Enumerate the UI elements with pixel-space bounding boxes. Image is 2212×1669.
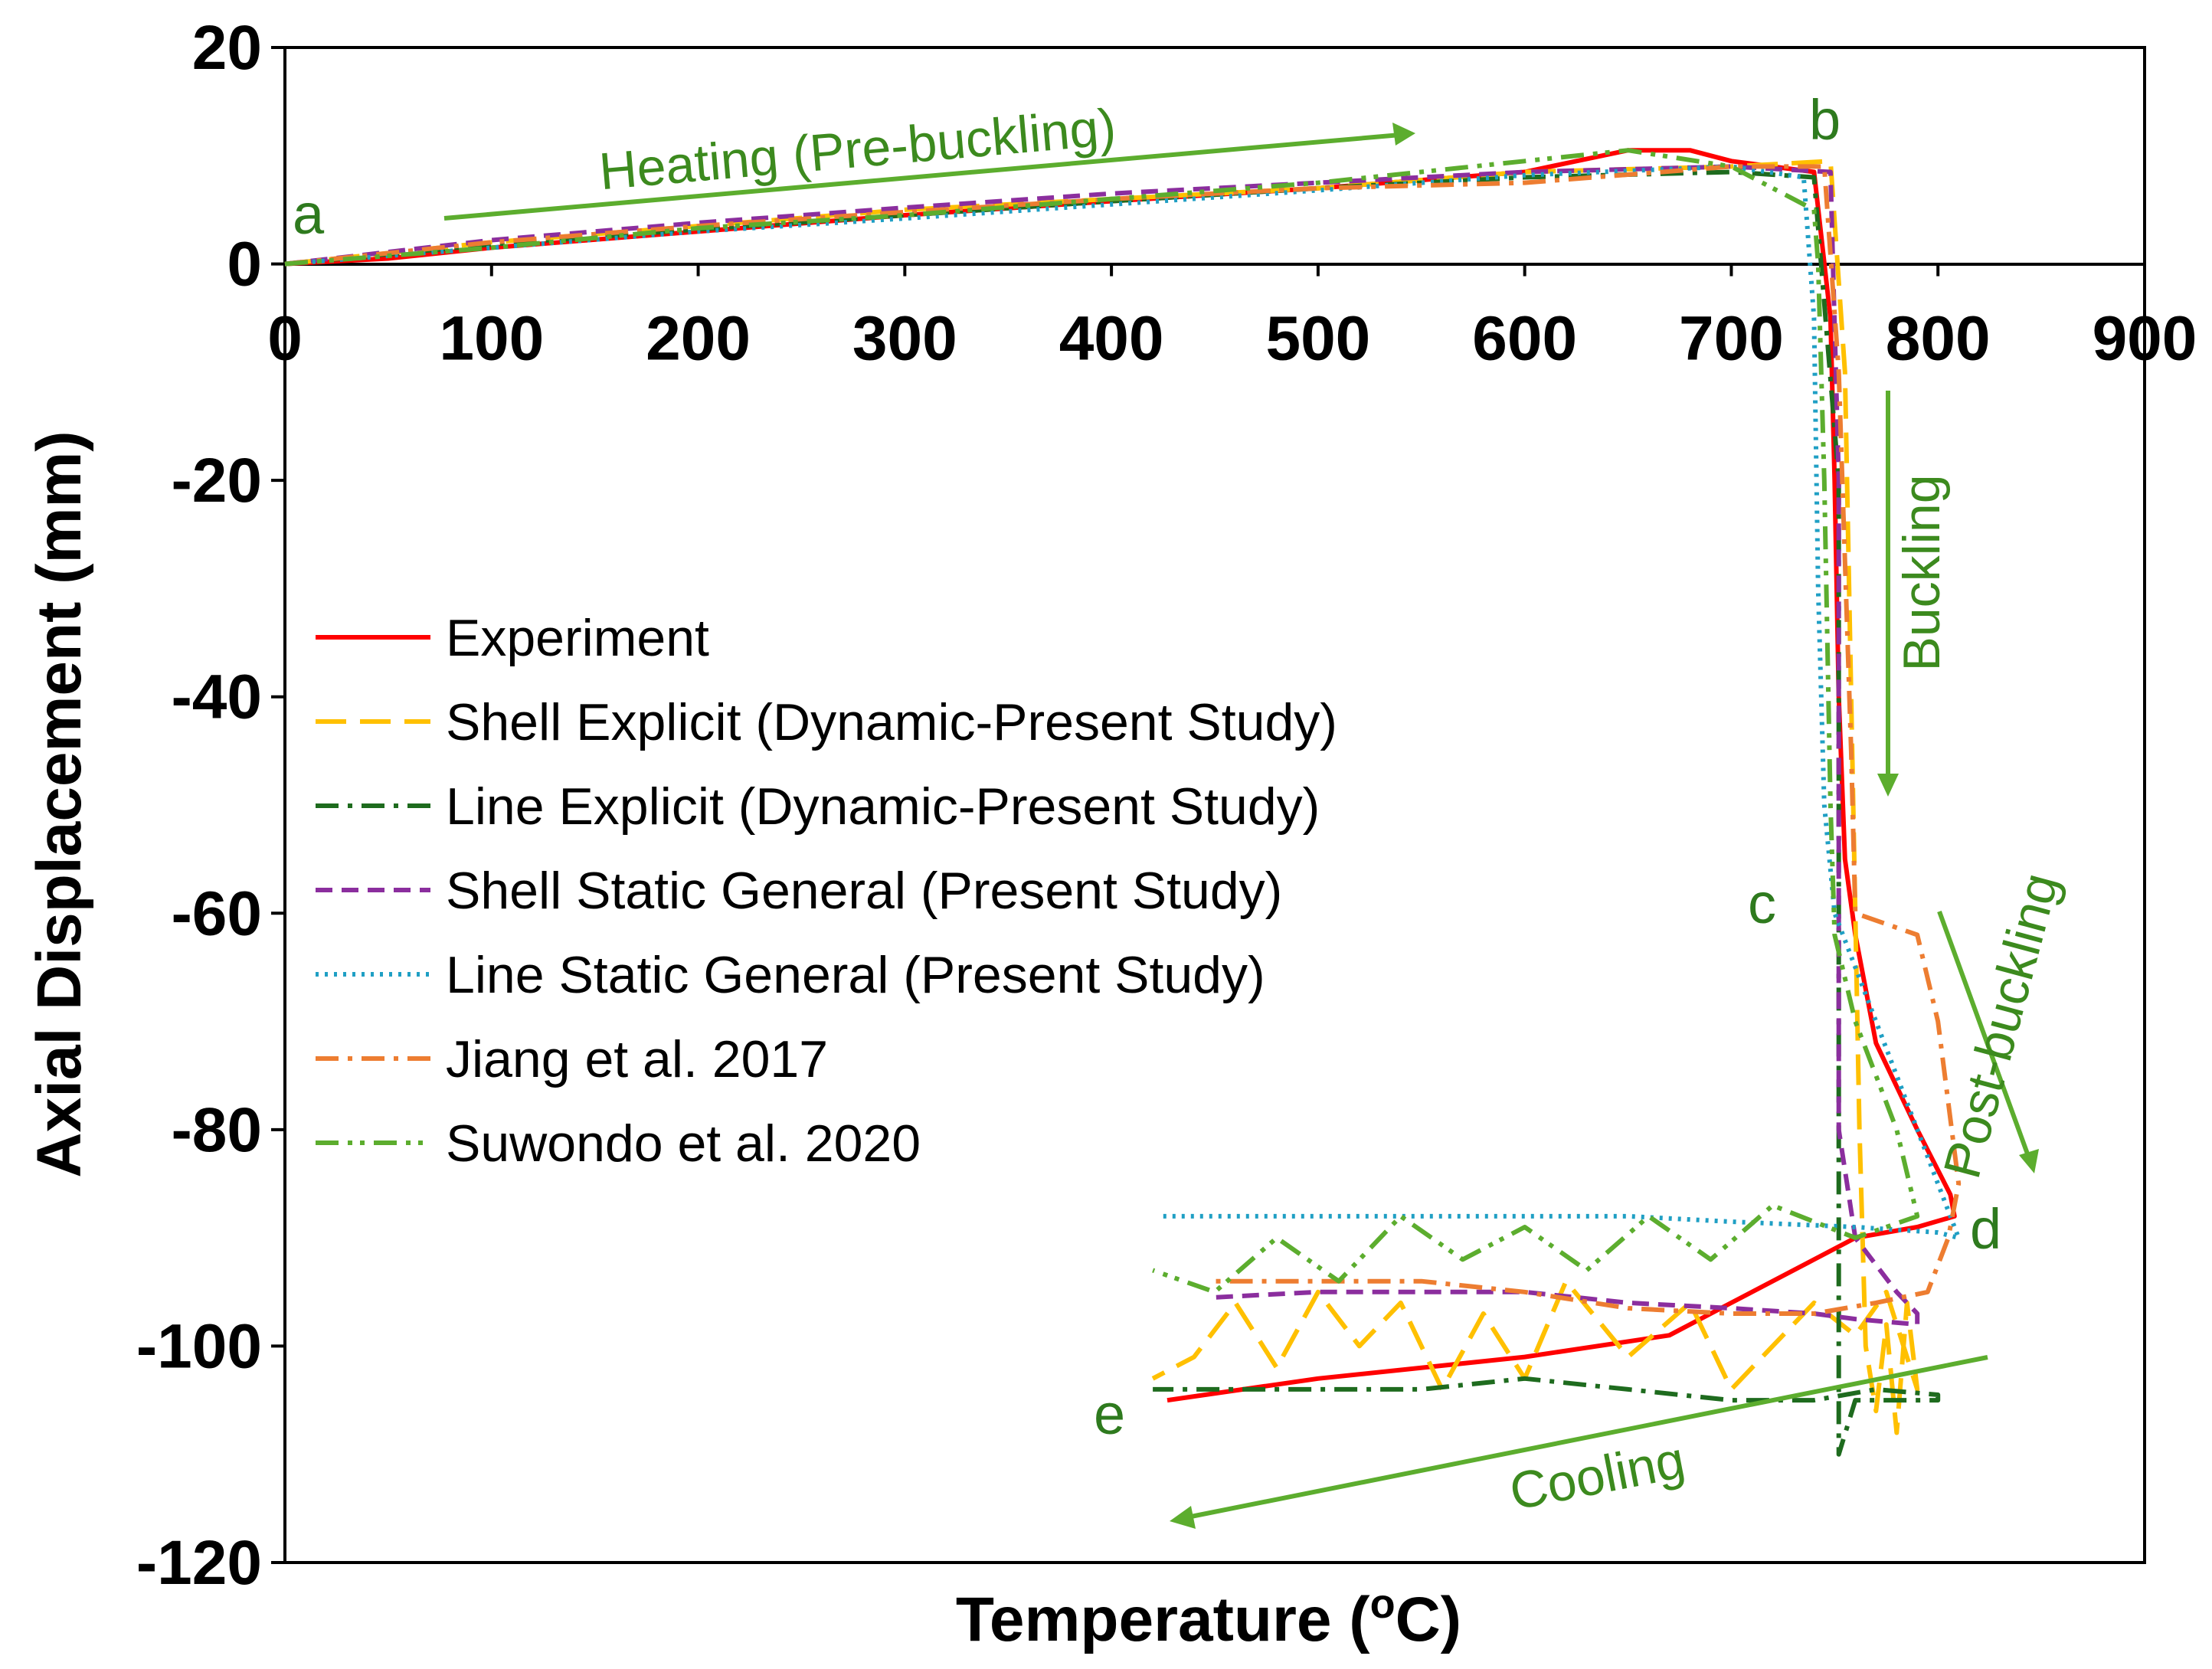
point-d-label: d — [1970, 1197, 2001, 1261]
heating-label: Heating (Pre-buckling) — [597, 98, 1118, 201]
x-axis-ticks: 0 100 200 300 400 500 600 700 800 900 — [267, 263, 2197, 374]
y-tick-label: 20 — [192, 13, 262, 83]
heating-arrowhead — [1392, 123, 1415, 146]
x-tick-label: 800 — [1886, 304, 1991, 374]
y-tick-label: -120 — [136, 1528, 262, 1598]
x-axis-title-sup: o — [1370, 1581, 1396, 1627]
buckling-label: Buckling — [1893, 474, 1951, 671]
x-axis-title: Temperature (oC) — [956, 1581, 1461, 1654]
plot-frame — [283, 46, 2146, 1564]
x-tick-label: 400 — [1059, 304, 1164, 374]
legend-label-3: Line Explicit (Dynamic-Present Study) — [446, 777, 1320, 836]
y-tick-label: -60 — [171, 879, 262, 948]
x-tick-label: 0 — [267, 304, 303, 374]
y-tick-label: -80 — [171, 1095, 262, 1165]
x-tick-label: 900 — [2093, 304, 2197, 374]
cooling-label: Cooling — [1505, 1431, 1690, 1522]
legend-label-7: Suwondo et al. 2020 — [446, 1114, 921, 1173]
post-buckling-arrow — [1937, 910, 2034, 1166]
x-axis-title-main: Temperature ( — [956, 1585, 1370, 1654]
x-tick-label: 300 — [852, 304, 957, 374]
y-axis-title: Axial Displacement (mm) — [25, 430, 94, 1177]
legend: Experiment Shell Explicit (Dynamic-Presen… — [316, 609, 1337, 1173]
y-tick-label: -100 — [136, 1311, 262, 1381]
post-buckling-arrowhead — [2019, 1149, 2039, 1173]
cooling-arrow — [1175, 1355, 1988, 1522]
x-tick-label: 600 — [1472, 304, 1577, 374]
legend-label-6: Jiang et al. 2017 — [446, 1030, 828, 1088]
x-tick-label: 200 — [646, 304, 751, 374]
legend-label-1: Experiment — [446, 609, 709, 667]
point-c-label: c — [1748, 872, 1776, 935]
x-axis-title-suffix: C) — [1396, 1585, 1462, 1654]
buckling-arrowhead — [1877, 774, 1899, 797]
series-lines — [284, 148, 1962, 1457]
point-a-label: a — [293, 182, 325, 246]
y-tick-label: 0 — [227, 230, 262, 299]
y-tick-label: -20 — [171, 446, 262, 515]
x-tick-label: 500 — [1265, 304, 1370, 374]
point-b-label: b — [1809, 88, 1841, 152]
cooling-arrowhead — [1170, 1506, 1196, 1529]
legend-label-2: Shell Explicit (Dynamic-Present Study) — [446, 693, 1337, 751]
post-buckling-label: Post-buckling — [1932, 867, 2070, 1184]
y-tick-label: -40 — [171, 663, 262, 732]
point-e-label: e — [1094, 1383, 1125, 1446]
series-line-7 — [284, 148, 1920, 1294]
series-line-4 — [284, 164, 1920, 1327]
legend-label-4: Shell Static General (Present Study) — [446, 862, 1282, 920]
x-tick-label: 700 — [1679, 304, 1784, 374]
heating-arrow — [443, 132, 1410, 221]
y-axis-ticks: 20 0 -20 -40 -60 -80 -100 -120 — [136, 13, 285, 1598]
legend-label-5: Line Static General (Present Study) — [446, 946, 1265, 1004]
x-tick-label: 100 — [439, 304, 544, 374]
